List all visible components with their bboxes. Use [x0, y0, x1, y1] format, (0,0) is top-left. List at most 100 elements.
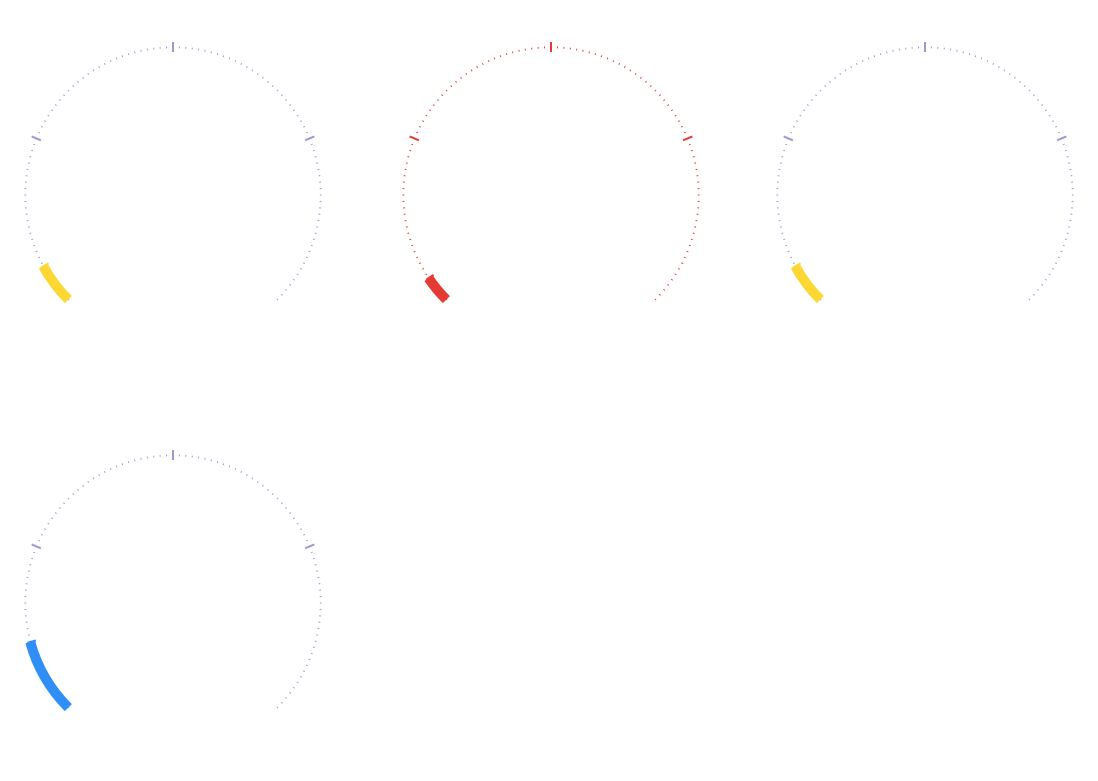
gauge-minor-tick — [855, 62, 858, 66]
gauge-minor-tick — [465, 72, 468, 76]
gauge-minor-tick — [302, 262, 306, 265]
gauge-minor-tick — [409, 149, 412, 152]
gauge-minor-tick — [289, 691, 292, 694]
gauge-minor-tick — [305, 131, 308, 134]
gauge-minor-tick — [35, 250, 38, 253]
gauge-4 — [24, 450, 322, 712]
gauge-minor-tick — [432, 104, 435, 107]
gauge-minor-tick — [658, 94, 661, 97]
gauge-minor-tick — [289, 283, 292, 286]
gauge-minor-tick — [997, 66, 1000, 69]
gauge-minor-tick — [33, 551, 36, 554]
gauge-minor-tick — [792, 262, 796, 265]
gauge-minor-ticks — [24, 454, 322, 709]
gauge-minor-tick — [292, 517, 296, 520]
gauge-value-cap — [40, 262, 50, 269]
gauge-minor-tick — [1018, 80, 1021, 83]
gauge-minor-tick — [1057, 131, 1060, 134]
gauge-minor-tick — [245, 474, 248, 477]
gauge-minor-tick — [251, 69, 254, 72]
gauge-minor-tick — [276, 89, 279, 92]
gauge-major-tick — [682, 135, 693, 142]
gauge-minor-tick — [600, 55, 603, 58]
gauge-minor-tick — [1044, 109, 1048, 112]
gauge-minor-tick — [1062, 244, 1065, 247]
gauge-minor-tick — [980, 57, 983, 60]
gauge-minor-tick — [409, 238, 412, 241]
gauge-minor-tick — [285, 288, 288, 291]
gauge-minor-tick — [299, 528, 302, 531]
gauge-minor-tick — [436, 99, 439, 102]
gauge-major-tick — [1056, 135, 1067, 142]
gauge-minor-tick — [670, 278, 674, 281]
gauge-minor-tick — [867, 57, 870, 60]
gauge-minor-tick — [47, 522, 50, 525]
gauge-minor-tick — [103, 470, 106, 474]
gauge-minor-tick — [289, 104, 292, 107]
gauge-minor-tick — [787, 250, 790, 253]
gauge-minor-tick — [1023, 85, 1026, 88]
gauge-minor-tick — [72, 493, 75, 496]
gauge-minor-tick — [663, 288, 666, 291]
gauge-minor-tick — [31, 238, 34, 241]
gauge-minor-tick — [639, 76, 642, 79]
gauge-minor-tick — [968, 53, 971, 56]
gauge-minor-tick — [413, 250, 416, 253]
gauge-minor-tick — [1028, 298, 1031, 301]
gauge-minor-tick — [121, 55, 124, 58]
gauge-minor-tick — [606, 57, 609, 60]
gauge-minor-tick — [422, 267, 425, 270]
gauge-minor-tick — [629, 69, 632, 72]
gauge-minor-tick — [783, 238, 786, 241]
gauge-minor-tick — [38, 539, 41, 542]
gauge-minor-tick — [44, 120, 47, 123]
gauge-minor-tick — [266, 80, 269, 83]
gauge-major-tick — [304, 543, 315, 550]
gauge-minor-tick — [1060, 250, 1063, 253]
gauge-minor-tick — [1013, 76, 1016, 79]
gauge-minor-tick — [305, 256, 308, 259]
gauge-minor-tick — [428, 109, 432, 112]
gauge-minor-tick — [289, 512, 292, 515]
gauge-minor-tick — [505, 53, 508, 56]
gauge-minor-tick — [663, 99, 666, 102]
gauge-minor-tick — [686, 250, 689, 253]
gauge-minor-tick — [87, 480, 90, 484]
gauge-minor-tick — [455, 80, 458, 83]
gauge-minor-tick — [54, 104, 57, 107]
gauge-minor-tick — [44, 528, 47, 531]
gauge-minor-tick — [285, 696, 288, 699]
gauge-minor-tick — [839, 72, 842, 76]
gauge-minor-tick — [644, 80, 647, 83]
gauge-minor-ticks — [776, 46, 1074, 301]
gauge-minor-tick — [310, 652, 313, 655]
gauge-minor-tick — [425, 114, 428, 117]
gauge-minor-tick — [310, 244, 313, 247]
gauge-minor-ticks — [24, 46, 322, 301]
gauge-minor-tick — [1041, 283, 1044, 286]
gauge-minor-tick — [296, 114, 299, 117]
gauge-minor-tick — [785, 143, 788, 146]
gauge-minor-tick — [674, 114, 677, 117]
gauge-minor-tick — [40, 262, 44, 265]
gauge-minor-tick — [1057, 256, 1060, 259]
gauge-minor-tick — [271, 85, 274, 88]
gauge-minor-tick — [292, 686, 296, 689]
gauge-3 — [776, 42, 1074, 304]
gauge-minor-tick — [121, 463, 124, 466]
gauge-minor-tick — [623, 66, 626, 69]
gauge-minor-tick — [38, 256, 41, 259]
gauge-minor-tick — [98, 66, 101, 69]
gauge-minor-tick — [256, 480, 259, 484]
gauge-minor-tick — [54, 512, 57, 515]
gauge-minor-tick — [785, 244, 788, 247]
gauge-minor-tick — [103, 62, 106, 66]
gauge-minor-tick — [690, 238, 693, 241]
gauge-minor-tick — [58, 99, 61, 102]
gauge-minor-tick — [280, 502, 283, 505]
gauge-minor-tick — [1054, 125, 1058, 128]
gauge-value-arc — [790, 263, 824, 304]
gauge-value-arc — [25, 640, 72, 712]
gauge-minor-tick — [266, 488, 269, 491]
gauge-minor-tick — [861, 60, 864, 63]
